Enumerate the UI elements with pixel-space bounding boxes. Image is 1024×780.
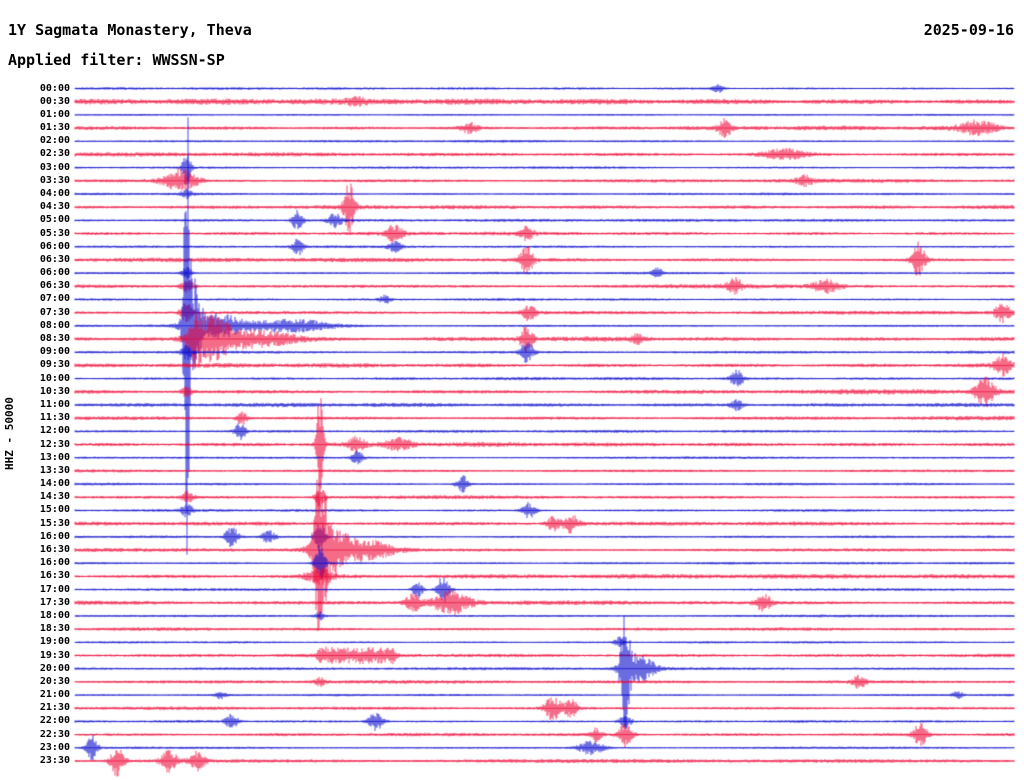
helicorder-page: 1Y Sagmata Monastery, Theva 2025-09-16 A… (0, 0, 1024, 780)
seismogram-canvas (0, 0, 1024, 780)
